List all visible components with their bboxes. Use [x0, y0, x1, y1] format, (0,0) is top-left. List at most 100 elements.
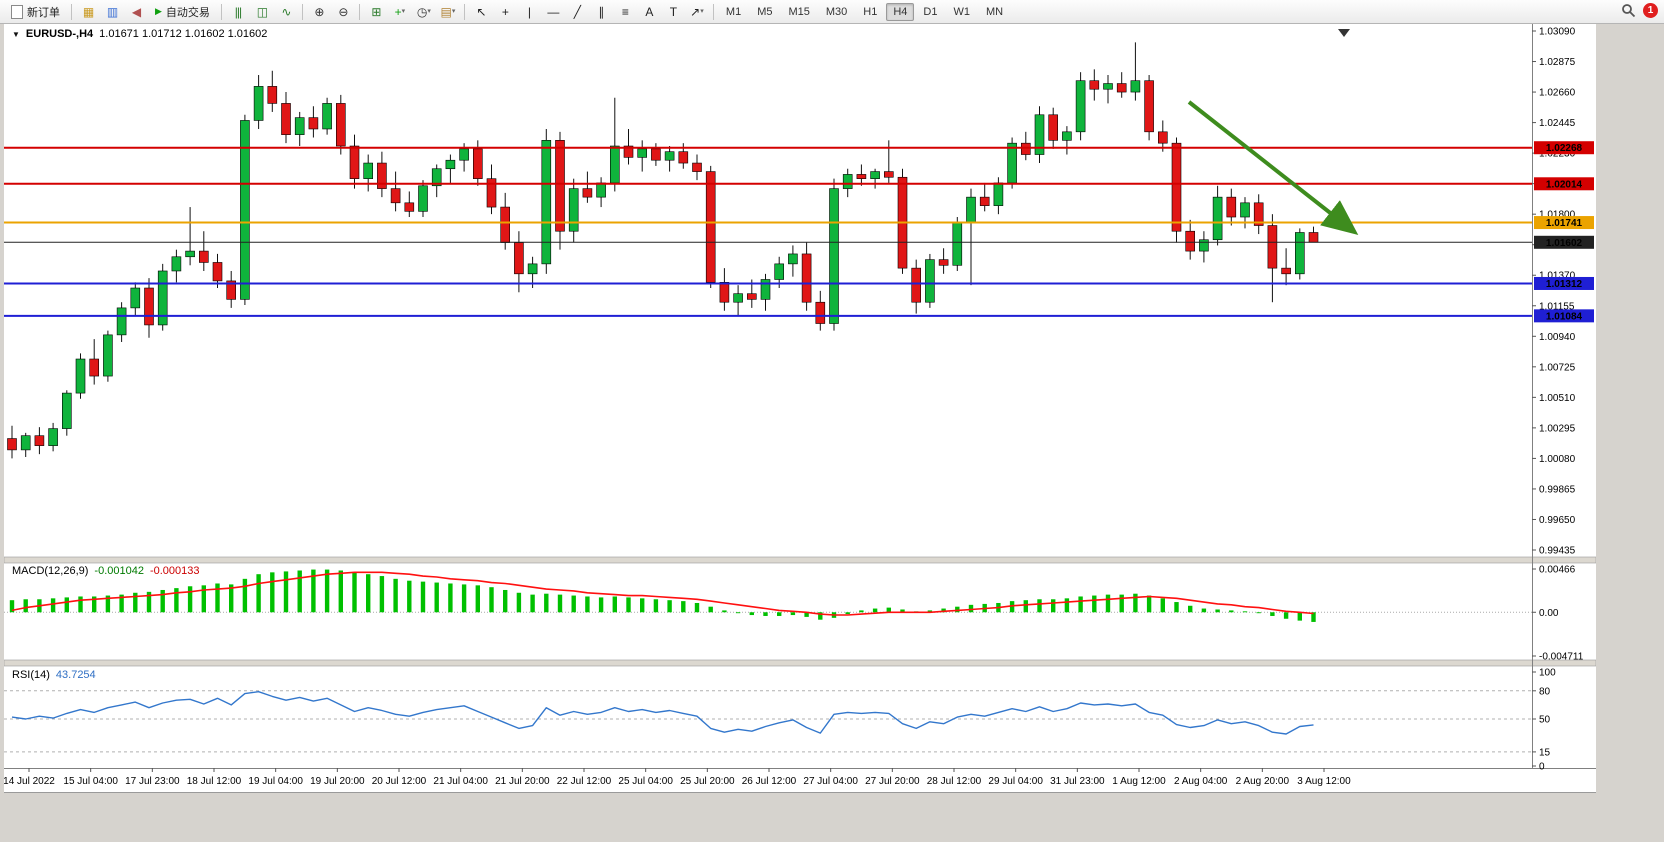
timeframe-button-h1[interactable]: H1 — [863, 5, 878, 18]
alerts-icon[interactable]: ◀ — [131, 4, 141, 19]
profiles-icon[interactable]: ▥ — [106, 4, 118, 19]
candle — [664, 151, 675, 161]
timeframe-button-m5[interactable]: M5 — [757, 5, 773, 18]
candle — [308, 117, 319, 130]
candle — [349, 145, 360, 179]
timeframe-button-m30[interactable]: M30 — [825, 5, 848, 18]
svg-text:1.01084: 1.01084 — [1546, 311, 1583, 322]
price-badge — [1534, 235, 1594, 249]
rsi-line — [11, 691, 1314, 735]
zoom-out-icon[interactable]: ⊖ — [338, 4, 348, 19]
candle — [801, 253, 812, 303]
indicators-icon[interactable]: + ▾ — [388, 1, 412, 23]
svg-text:1.02014: 1.02014 — [1546, 179, 1583, 190]
svg-text:17 Jul 23:00: 17 Jul 23:00 — [125, 776, 180, 787]
candle — [404, 202, 415, 212]
price-axis[interactable]: 1.030901.028751.026601.024451.022301.020… — [1532, 27, 1576, 557]
candle — [925, 259, 935, 303]
periods-icon[interactable]: ◷ ▾ — [412, 1, 436, 23]
candle — [390, 188, 401, 204]
candle — [226, 280, 236, 300]
candles — [7, 42, 1319, 459]
timeframe-button-w1[interactable]: W1 — [953, 5, 970, 18]
candle — [733, 293, 743, 303]
cursor-icon[interactable]: ↖ — [476, 4, 486, 19]
svg-text:25 Jul 04:00: 25 Jul 04:00 — [618, 776, 673, 787]
price-chart[interactable]: 1.030901.028751.026601.024451.022301.020… — [4, 24, 1596, 792]
svg-text:50: 50 — [1539, 715, 1551, 726]
svg-text:19 Jul 04:00: 19 Jul 04:00 — [248, 776, 303, 787]
notification-badge[interactable]: 1 — [1643, 3, 1658, 18]
new-order-button[interactable]: 新订单 — [4, 1, 67, 23]
arrows-icon[interactable]: ↗ ▾ — [685, 1, 709, 23]
toolbar-separator — [358, 3, 360, 20]
label-icon[interactable]: T — [669, 4, 677, 19]
timeframe-button-d1[interactable]: D1 — [923, 5, 938, 18]
price-badge — [1534, 309, 1594, 323]
channel-icon[interactable]: ∥ — [598, 4, 604, 19]
svg-text:0.00466: 0.00466 — [1539, 565, 1576, 576]
chart-shift-marker-icon[interactable] — [1338, 29, 1350, 37]
autotrading-button[interactable]: ▶ 自动交易 — [148, 1, 217, 23]
candle — [541, 140, 552, 265]
search-icon[interactable] — [1621, 3, 1636, 18]
timeframe-button-m1[interactable]: M1 — [725, 5, 742, 18]
candle — [1007, 142, 1017, 184]
timeframe-button-m15[interactable]: M15 — [788, 5, 810, 18]
svg-text:2 Aug 20:00: 2 Aug 20:00 — [1236, 776, 1290, 787]
candle — [377, 162, 387, 189]
horizontal-line-objects[interactable]: 1.02268 1.02014 1.01741 1.01602 1.01312 1.010… — [4, 141, 1594, 323]
candle — [815, 301, 826, 324]
svg-text:21 Jul 04:00: 21 Jul 04:00 — [433, 776, 488, 787]
candle — [1199, 239, 1209, 252]
timeframe-button-h4[interactable]: H4 — [886, 2, 915, 21]
candle — [212, 262, 223, 282]
candle — [883, 171, 894, 178]
rsi-name: RSI(14) — [12, 669, 50, 681]
candle — [829, 188, 839, 324]
templates-icon[interactable]: ▤ ▾ — [436, 1, 460, 23]
candle — [116, 307, 127, 336]
candle — [130, 287, 141, 309]
candle — [144, 287, 154, 326]
fibonacci-icon[interactable]: ≡ — [621, 4, 629, 19]
candle — [842, 174, 853, 189]
svg-text:1.00725: 1.00725 — [1539, 362, 1576, 373]
text-icon[interactable]: A — [645, 4, 653, 19]
candle — [61, 392, 72, 429]
candle — [719, 282, 730, 303]
price-badge — [1534, 177, 1594, 191]
time-axis[interactable]: 14 Jul 2022 15 Jul 04:00 17 Jul 23:00 18 Ju… — [4, 768, 1351, 787]
svg-text:0.00: 0.00 — [1539, 608, 1559, 619]
trend-arrow-annotation[interactable] — [1187, 100, 1359, 235]
candle — [335, 103, 346, 147]
dropdown-caret-icon: ▾ — [427, 7, 431, 15]
vertical-line-icon[interactable]: | — [527, 4, 531, 19]
horizontal-line-icon[interactable]: — — [547, 4, 559, 19]
candlestick-chart-icon[interactable]: ◫ — [256, 4, 268, 19]
crosshair-icon[interactable]: + — [501, 4, 509, 19]
svg-text:1.00940: 1.00940 — [1539, 332, 1576, 343]
candle — [1171, 142, 1182, 232]
svg-text:0: 0 — [1539, 762, 1545, 773]
candle — [966, 196, 976, 223]
timeframe-button-mn[interactable]: MN — [985, 5, 1004, 18]
zoom-in-icon[interactable]: ⊕ — [314, 4, 324, 19]
chart-window: 1.030901.028751.026601.024451.022301.020… — [4, 24, 1596, 793]
autotrading-button-label: 自动交易 — [165, 6, 210, 19]
trendline-icon[interactable]: ╱ — [573, 4, 581, 19]
macd-name: MACD(12,26,9) — [12, 565, 89, 577]
candle — [774, 263, 785, 280]
toolbar-separator — [712, 3, 714, 20]
tile-windows-icon[interactable]: ⊞ — [371, 4, 381, 19]
chart-marker-icon[interactable]: ▼ — [12, 30, 20, 39]
toolbar: 新订单 ▦ ▥ ◀ ▶ 自动交易 ||| ◫ ∿ ⊕ ⊖ ⊞ + ▾ ◷ ▾ ▤ ▾ ↖ + | — ╱ ∥ ≡ A T ↗ ▾ M1 M5… — [0, 0, 1664, 24]
dropdown-caret-icon: ▾ — [401, 7, 406, 15]
candle — [267, 86, 278, 104]
candle — [363, 162, 374, 179]
line-chart-icon[interactable]: ∿ — [281, 4, 291, 19]
bar-chart-icon[interactable]: ||| — [234, 4, 242, 19]
candle — [253, 86, 264, 121]
charts-icon[interactable]: ▦ — [82, 4, 94, 19]
svg-text:1.01741: 1.01741 — [1546, 218, 1583, 229]
